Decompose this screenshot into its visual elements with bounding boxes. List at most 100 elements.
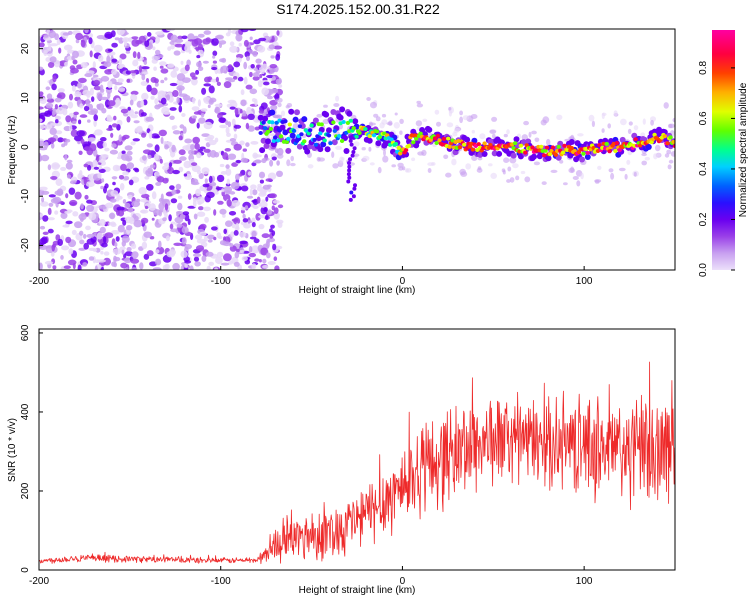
spectrogram-cell <box>245 142 250 148</box>
spectrogram-cell <box>523 150 528 155</box>
spectrogram-cell <box>295 127 300 135</box>
spectrogram-cell <box>274 265 280 270</box>
spectrogram-cell <box>471 129 475 134</box>
spectrogram-cell <box>74 191 82 200</box>
spectrogram-cell <box>196 211 206 217</box>
spectrogram-cell <box>247 125 255 132</box>
spectrogram-cell <box>187 33 195 41</box>
spectrogram-cell <box>244 205 249 210</box>
spectrogram-cell <box>263 35 271 43</box>
spectrogram-cell <box>267 95 273 100</box>
spectrogram-cell <box>155 182 162 186</box>
spectrogram-cell <box>194 38 203 45</box>
spectrogram-cell <box>49 56 57 63</box>
spectrogram-cell <box>151 217 155 221</box>
spectrogram-cell <box>240 29 249 33</box>
spectrogram-cell <box>196 55 201 59</box>
spectrogram-cell <box>265 129 271 134</box>
spectrogram-cell <box>181 226 189 234</box>
spectrogram-cell <box>343 148 350 154</box>
spectrogram-cell <box>219 208 227 215</box>
spectrogram-cell <box>173 159 182 164</box>
spectrogram-cell <box>69 93 73 101</box>
spectrogram-cell <box>213 236 217 241</box>
spectrogram-cell <box>249 71 253 78</box>
spectrogram-cell <box>351 194 356 199</box>
colorbar: 0.0 0.2 0.4 0.6 0.8 Normalized spectral ampl… <box>698 30 749 277</box>
spectrogram-cell <box>40 154 50 162</box>
spectrogram-cell <box>518 143 524 148</box>
spectrogram-cell <box>208 98 214 105</box>
spectrogram-cell <box>50 122 59 126</box>
spectrogram-cell <box>142 155 147 161</box>
spectrogram-cell <box>164 203 169 211</box>
spectrogram-cell <box>79 170 83 176</box>
spectrogram-cell <box>52 265 57 270</box>
spectrogram-cell <box>246 55 250 62</box>
spectrogram-cell <box>227 121 232 128</box>
spectrogram-cell <box>68 248 74 255</box>
spectrogram-cell <box>148 131 153 139</box>
spectrogram-cell <box>179 124 185 129</box>
spectrogram-cell <box>220 66 224 74</box>
spectrogram-cell <box>279 124 286 131</box>
spectrogram-cell <box>167 63 175 68</box>
spectrogram-cell <box>239 231 247 238</box>
spectrogram-cell <box>627 128 632 134</box>
spectrogram-cell <box>196 152 202 159</box>
spectrogram-cell <box>88 256 95 261</box>
spectrogram-cell <box>174 43 184 48</box>
spectrogram-cell <box>132 51 137 59</box>
spectrogram-cell <box>496 150 503 157</box>
spectrogram-cell <box>52 196 62 203</box>
colorbar-tick-label: 0.4 <box>698 162 709 176</box>
spectrogram-cell <box>126 247 132 252</box>
spectrogram-cell <box>335 145 342 150</box>
spectrogram-cell <box>155 249 160 254</box>
spectrogram-cell <box>268 44 275 50</box>
spectrogram-cell <box>212 55 216 59</box>
spectrogram-cell <box>118 134 122 142</box>
spectrogram-cell <box>252 189 258 196</box>
spectrogram-cell <box>192 199 197 208</box>
spectrogram-cell <box>127 194 133 200</box>
spectrogram-cell <box>503 133 508 138</box>
spectrogram-cell <box>39 42 45 48</box>
spectrogram-cell <box>202 60 209 64</box>
spectrogram-cell <box>149 164 156 169</box>
spectrogram-cell <box>446 122 454 128</box>
y-tick-label: 400 <box>20 403 31 420</box>
spectrogram-cell <box>146 32 152 37</box>
spectrogram-cell <box>89 87 94 96</box>
spectrogram-cell <box>114 242 118 247</box>
spectrogram-cell <box>633 137 638 142</box>
spectrogram-cell <box>252 160 262 164</box>
spectrogram-cell <box>393 122 400 129</box>
spectrogram-cell <box>339 156 344 164</box>
spectrogram-cell <box>252 72 260 78</box>
spectrogram-cell <box>99 84 104 91</box>
spectrogram-cell <box>223 253 232 262</box>
spectrogram-cell <box>204 216 210 223</box>
spectrogram-cell <box>208 175 213 183</box>
spectrogram-cell <box>157 54 164 59</box>
spectrogram-cell <box>323 111 330 118</box>
spectrogram-cell <box>209 150 217 158</box>
spectrogram-cell <box>368 146 372 152</box>
spectrogram-cell <box>116 156 122 160</box>
spectrogram-cell <box>624 173 628 180</box>
spectrogram-cell <box>241 185 249 192</box>
spectrogram-cell <box>55 115 62 121</box>
spectrogram-cell <box>246 106 252 114</box>
spectrogram-cell <box>197 43 203 50</box>
spectrogram-cell <box>250 245 260 254</box>
spectrogram-cell <box>140 81 148 86</box>
spectrogram-cell <box>144 176 150 180</box>
spectrogram-cell <box>414 136 419 141</box>
spectrogram-cell <box>234 251 240 259</box>
spectrogram-cell <box>80 138 85 145</box>
snr-plot: -200 -100 0 100 0 200 400 600 Height of straigh… <box>7 324 676 596</box>
spectrogram-cell <box>206 265 211 270</box>
spectrogram-cell <box>192 136 200 144</box>
spectrogram-cell <box>103 235 107 244</box>
